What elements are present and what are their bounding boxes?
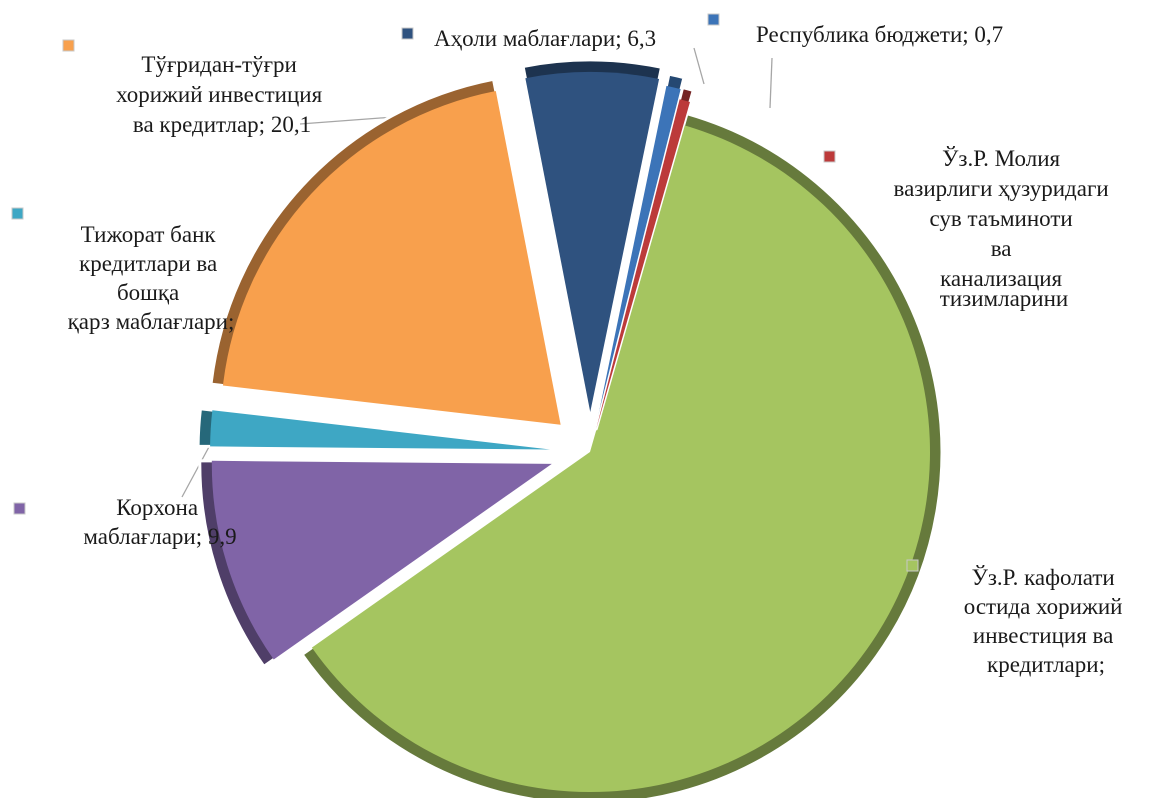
pie-slice-orange [222, 91, 561, 425]
pie-slice-teal [210, 410, 551, 450]
pie-slice-green [311, 125, 931, 792]
slice-label-teal: Тижорат банк кредитлари ва бошқа қарз ма… [68, 222, 235, 334]
legend-swatch-red [823, 150, 836, 163]
slice-label-navy: Аҳоли маблағлари; 6,3 [434, 26, 656, 51]
legend-swatch-teal [11, 207, 24, 220]
pie-slice-purple [211, 460, 552, 660]
slice-label-green: Ўз.Р. кафолати остида хорижий инвестиция… [964, 565, 1129, 677]
pie-slice-red [596, 99, 690, 429]
slice-label-blue: Республика бюджети; 0,7 [756, 22, 1003, 47]
legend-swatch-green [906, 559, 919, 572]
pie-slices [196, 58, 944, 798]
legend-swatch-blue [707, 13, 720, 26]
legend-swatch-purple [13, 502, 26, 515]
legend-swatch-orange [62, 39, 75, 52]
pie-slice-navy [525, 72, 660, 412]
slice-label-orange: Тўғридан-тўғри хорижий инвестиция ва кре… [116, 52, 328, 137]
leader-line-blue [769, 57, 773, 109]
pie-labels: Ўз.Р. кафолати остида хорижий инвестиция… [11, 13, 1129, 677]
leader-line-navy [693, 47, 705, 85]
slice-label-purple: Корхона маблағлари; 9,9 [83, 495, 236, 549]
legend-swatch-navy [401, 27, 414, 40]
slice-label-red: Ўз.Р. Молия вазирлиги ҳузуридаги сув таъ… [894, 146, 1115, 311]
